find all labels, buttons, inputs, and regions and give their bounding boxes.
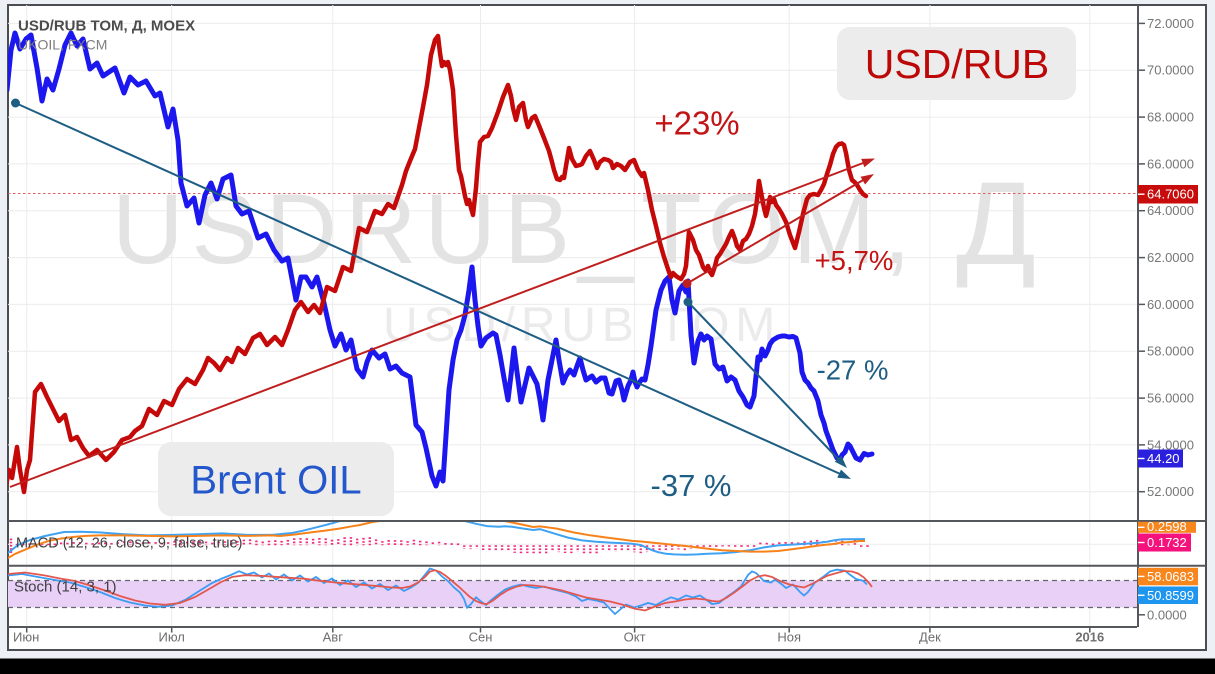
svg-text:Д: Д bbox=[956, 158, 1036, 290]
svg-text:2016: 2016 bbox=[1075, 630, 1104, 645]
svg-text:60.0000: 60.0000 bbox=[1147, 297, 1194, 312]
svg-text:0.1732: 0.1732 bbox=[1147, 535, 1187, 550]
svg-text:52.0000: 52.0000 bbox=[1147, 484, 1194, 499]
svg-text:Июл: Июл bbox=[158, 630, 184, 645]
svg-text:+23%: +23% bbox=[654, 105, 739, 142]
svg-text:54.0000: 54.0000 bbox=[1147, 437, 1194, 452]
svg-text:50.8599: 50.8599 bbox=[1147, 588, 1194, 603]
svg-text:70.0000: 70.0000 bbox=[1147, 63, 1194, 78]
svg-text:+5,7%: +5,7% bbox=[815, 245, 894, 276]
svg-text:Brent OIL: Brent OIL bbox=[190, 459, 361, 503]
svg-text:Ноя: Ноя bbox=[777, 630, 801, 645]
svg-text:64.0000: 64.0000 bbox=[1147, 203, 1194, 218]
svg-text:66.0000: 66.0000 bbox=[1147, 156, 1194, 171]
svg-text:USD/RUB: USD/RUB bbox=[865, 41, 1050, 87]
svg-text:MACD (12, 26, close, 9, false,: MACD (12, 26, close, 9, false, true) bbox=[16, 536, 242, 552]
svg-text:Авг: Авг bbox=[323, 630, 344, 645]
svg-text:56.0000: 56.0000 bbox=[1147, 391, 1194, 406]
svg-text:Окт: Окт bbox=[624, 630, 646, 645]
svg-text:Сен: Сен bbox=[469, 630, 493, 645]
svg-text:72.0000: 72.0000 bbox=[1147, 16, 1194, 31]
svg-text:USD/RUB TOM, Д, MOEX: USD/RUB TOM, Д, MOEX bbox=[18, 17, 195, 34]
svg-text:Июн: Июн bbox=[13, 630, 39, 645]
svg-text:62.0000: 62.0000 bbox=[1147, 250, 1194, 265]
svg-text:USDRUB_TOM,: USDRUB_TOM, bbox=[112, 173, 919, 284]
svg-text:58.0683: 58.0683 bbox=[1147, 569, 1194, 584]
svg-text:UKOIL, FXCM: UKOIL, FXCM bbox=[18, 36, 107, 52]
svg-text:44.20: 44.20 bbox=[1147, 451, 1180, 466]
svg-text:USD/RUB TOM: USD/RUB TOM bbox=[383, 299, 781, 352]
svg-text:0.2598: 0.2598 bbox=[1147, 519, 1187, 534]
svg-text:Stoch (14, 3, 1): Stoch (14, 3, 1) bbox=[14, 579, 117, 596]
svg-text:-37 %: -37 % bbox=[651, 468, 732, 503]
svg-text:68.0000: 68.0000 bbox=[1147, 110, 1194, 125]
svg-text:0.0000: 0.0000 bbox=[1147, 607, 1187, 622]
svg-text:64.7060: 64.7060 bbox=[1147, 187, 1194, 202]
svg-text:Дек: Дек bbox=[919, 630, 941, 645]
svg-text:-27 %: -27 % bbox=[817, 354, 889, 385]
svg-text:58.0000: 58.0000 bbox=[1147, 344, 1194, 359]
